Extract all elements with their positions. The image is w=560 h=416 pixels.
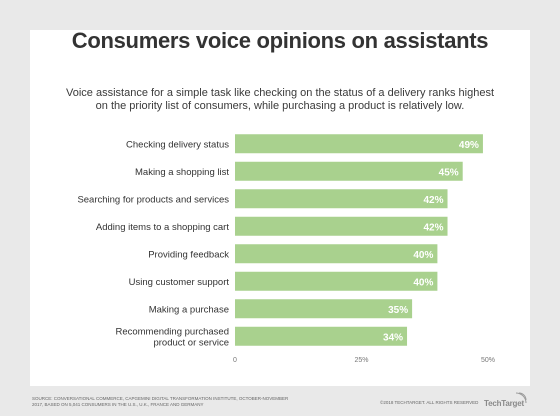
category-label: Searching for products and services (77, 194, 229, 205)
chart-subtitle: Voice assistance for a simple task like … (66, 87, 494, 112)
bar (235, 134, 483, 154)
bar (235, 216, 448, 236)
category-label: Providing feedback (148, 249, 229, 260)
source-note: Source: Conversational Commerce, Capgemi… (32, 396, 289, 407)
bar (235, 161, 463, 181)
bar-value-label: 42% (424, 222, 444, 233)
bar-value-label: 40% (413, 250, 433, 261)
bar (235, 271, 438, 291)
category-label: Adding items to a shopping cart (96, 222, 229, 233)
category-label: Making a purchase (149, 304, 229, 315)
category-label: Using customer support (129, 277, 230, 288)
copyright-note: ©2018 TechTarget. All rights reserved (380, 400, 479, 405)
category-label: Making a shopping list (135, 167, 229, 178)
logo-text: TechTarget (484, 399, 524, 408)
bar-value-label: 34% (383, 332, 403, 343)
bar-value-label: 35% (388, 305, 408, 316)
bar-value-label: 42% (424, 195, 444, 206)
bar (235, 299, 413, 319)
bar (235, 189, 448, 209)
chart-title: Consumers voice opinions on assistants (71, 28, 489, 53)
category-label: Recommending purchased product or service (115, 326, 229, 348)
category-label: Checking delivery status (126, 139, 229, 150)
bar (235, 326, 408, 346)
x-tick-label: 25% (354, 357, 368, 364)
bar (235, 244, 438, 264)
x-tick-label: 0 (233, 357, 237, 364)
bar-value-label: 49% (459, 140, 479, 151)
techtarget-logo-icon (515, 392, 527, 404)
bar-value-label: 45% (439, 167, 459, 178)
x-tick-label: 50% (481, 357, 495, 364)
bar-value-label: 40% (413, 277, 433, 288)
